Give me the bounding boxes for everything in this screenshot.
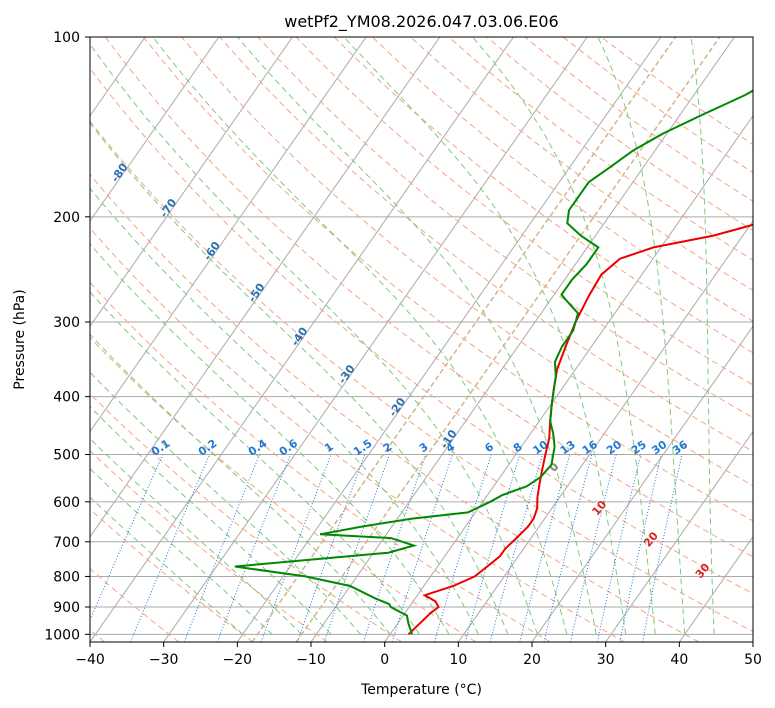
mixing-ratio-line <box>642 454 683 642</box>
moist-adiabat-line <box>597 37 686 635</box>
plot-frame <box>89 36 754 643</box>
moist-adiabat-line <box>90 371 361 635</box>
moist-adiabats <box>90 37 715 635</box>
x-tick-label: 40 <box>670 652 688 668</box>
x-tick-label: −20 <box>223 652 253 668</box>
mixing-ratio-line <box>323 454 391 642</box>
moist-adiabat-line <box>90 43 538 635</box>
dendritic-isotherm-line <box>295 37 721 642</box>
chart-title: wetPf2_YM08.2026.047.03.06.E06 <box>284 12 558 32</box>
isotherm-line <box>384 114 753 642</box>
y-tick-label: 600 <box>53 495 80 511</box>
mixing-ratio-line <box>433 454 492 642</box>
isotherm-line <box>531 325 753 642</box>
isotherm-line <box>678 535 753 642</box>
mixing-ratio-line <box>362 454 427 642</box>
mixing-ratio-line <box>90 454 164 622</box>
isotherm-line <box>90 37 367 433</box>
dendritic-isotherm-line <box>251 37 677 642</box>
moist-adiabat-line <box>90 437 302 635</box>
y-tick-label: 300 <box>53 315 80 331</box>
dry-adiabat-line <box>90 450 328 642</box>
isotherm-line <box>605 430 753 642</box>
dry-adiabat-line <box>90 281 551 642</box>
x-tick-label: 10 <box>449 652 467 668</box>
dendritic-isotherms <box>251 37 721 642</box>
mixing-ratio-line <box>297 454 366 642</box>
x-axis-label: Temperature (°C) <box>360 682 482 698</box>
mixing-ratio-lines <box>90 454 683 642</box>
isotherm-line <box>90 37 514 642</box>
y-tick-label: 1000 <box>44 627 80 643</box>
y-tick-label: 400 <box>53 390 80 406</box>
y-tick-label: 900 <box>53 600 80 616</box>
moist-adiabat-line <box>90 333 391 635</box>
mixing-ratio-line <box>519 454 571 642</box>
dry-adiabat-line <box>90 67 753 595</box>
dry-adiabat-line <box>181 37 753 487</box>
dry-adiabat-line <box>90 508 254 642</box>
dry-adiabats <box>90 37 753 642</box>
dry-adiabat-line <box>143 37 753 522</box>
mixing-ratio-line <box>489 454 543 642</box>
dry-adiabat-line <box>90 336 477 642</box>
dry-adiabat-line <box>410 37 753 292</box>
mixing-ratio-line <box>183 454 261 642</box>
isotherm-line <box>90 37 293 328</box>
isotherm-line <box>310 37 735 642</box>
moist-adiabat-line <box>90 291 420 635</box>
dry-adiabat-line <box>219 37 753 452</box>
isotherm-line <box>236 37 662 642</box>
y-axis-label: Pressure (hPa) <box>12 289 28 389</box>
mixing-ratio-line <box>464 454 521 642</box>
mixing-ratio-line <box>619 454 662 642</box>
dry-adiabat-line <box>90 173 700 642</box>
dry-adiabat-line <box>257 37 753 419</box>
isotherm-line <box>90 37 441 538</box>
moist-adiabat-line <box>152 37 568 635</box>
y-axis: 100 200 300 400 500 600 700 800 900 1000 <box>44 30 90 643</box>
mixing-ratio-line <box>391 454 453 642</box>
y-tick-label: 200 <box>53 210 80 226</box>
y-tick-label: 100 <box>53 30 80 46</box>
y-tick-label: 500 <box>53 448 80 464</box>
mixing-ratio-line <box>260 454 332 642</box>
x-tick-label: 0 <box>380 652 389 668</box>
moist-adiabat-line <box>90 467 273 635</box>
x-tick-label: −40 <box>75 652 105 668</box>
dry-adiabat-line <box>90 120 753 633</box>
sounding-profiles <box>234 89 753 636</box>
dry-adiabat-line <box>90 392 402 642</box>
isotherm-line <box>90 37 220 222</box>
isotherm-line <box>457 220 753 642</box>
y-tick-label: 700 <box>53 535 80 551</box>
moist-adiabat-line <box>237 37 597 635</box>
y-tick-label: 800 <box>53 569 80 585</box>
moist-adiabat-line <box>90 496 244 635</box>
moist-adiabat-line <box>90 122 509 635</box>
x-axis: −40 −30 −20 −10 0 10 20 30 40 50 <box>75 642 762 668</box>
dry-adiabat-line <box>104 37 753 558</box>
x-tick-label: −30 <box>149 652 179 668</box>
moist-adiabat-label: 40 <box>749 586 769 606</box>
x-tick-label: 30 <box>597 652 615 668</box>
dewpoint-profile-line <box>234 89 753 635</box>
mixing-ratio-line <box>216 454 291 642</box>
x-tick-label: −10 <box>296 652 326 668</box>
moist-adiabat-line <box>90 243 450 635</box>
moist-adiabat-line <box>343 37 627 635</box>
x-tick-label: 50 <box>744 652 762 668</box>
moist-adiabat-line <box>690 37 715 635</box>
x-tick-label: 20 <box>523 652 541 668</box>
